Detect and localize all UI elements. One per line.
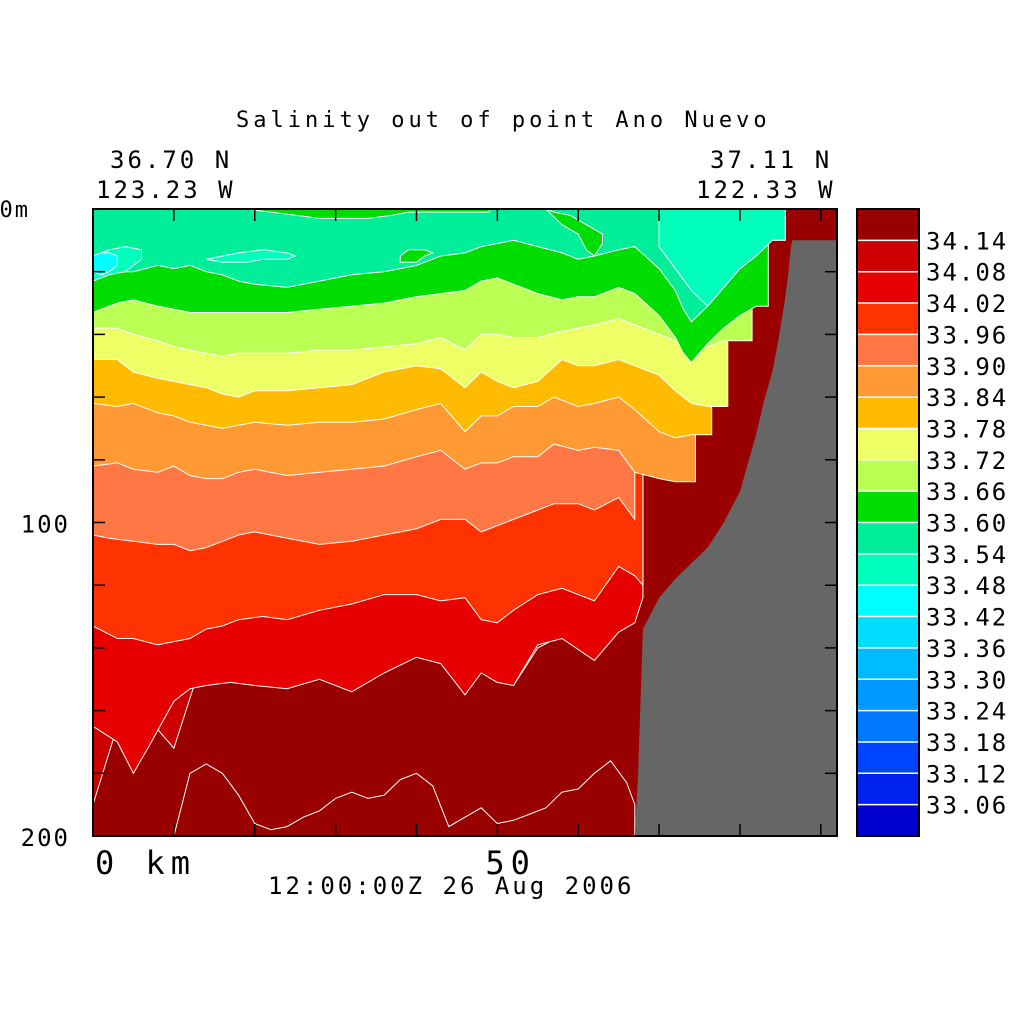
- salinity-patch-0: [206, 249, 297, 263]
- colorbar-label-6: 33.78: [926, 415, 1008, 443]
- colorbar-label-9: 33.60: [926, 510, 1008, 538]
- salinity-patch-5: [173, 760, 636, 837]
- colorbar-label-3: 33.96: [926, 321, 1008, 349]
- colorbar-swatch-11: [857, 553, 919, 586]
- colorbar-swatch-10: [857, 522, 919, 555]
- colorbar-label-10: 33.54: [926, 541, 1008, 569]
- x-tick-label-0: 0 km: [95, 844, 196, 882]
- timestamp-label: 12:00:00Z 26 Aug 2006: [268, 872, 635, 900]
- axis-ticks: [93, 209, 837, 836]
- colorbar-label-13: 33.36: [926, 635, 1008, 663]
- colorbar-swatch-7: [857, 428, 919, 461]
- chart-title: Salinity out of point Ano Nuevo: [236, 108, 771, 133]
- colorbar-label-18: 33.06: [926, 792, 1008, 820]
- colorbar-label-7: 33.72: [926, 447, 1008, 475]
- colorbar-swatch-5: [857, 365, 919, 398]
- end-longitude-label: 122.33 W: [696, 176, 836, 204]
- colorbar-label-1: 34.08: [926, 259, 1008, 287]
- colorbar-label-2: 34.02: [926, 290, 1008, 318]
- colorbar-swatch-8: [857, 459, 919, 492]
- x-tick-label-1: 50: [485, 844, 536, 882]
- colorbar-swatch-6: [857, 397, 919, 429]
- colorbar-swatch-19: [857, 804, 919, 837]
- colorbar-label-4: 33.90: [926, 353, 1008, 381]
- land-polygon: [634, 240, 837, 837]
- colorbar-label-16: 33.18: [926, 729, 1008, 757]
- colorbar-label-5: 33.84: [926, 384, 1008, 412]
- colorbar-swatch-13: [857, 616, 919, 649]
- colorbar-swatch-9: [857, 491, 919, 523]
- end-latitude-label: 37.11 N: [710, 146, 833, 174]
- colorbar: 34.14 34.08 34.02 33.96 33.90 33.84 33.78 33.72…: [856, 208, 1008, 837]
- colorbar-label-0: 34.14: [926, 227, 1008, 255]
- colorbar-swatch-4: [857, 334, 919, 367]
- salinity-band-11: [92, 252, 118, 276]
- colorbar-swatch-3: [857, 303, 919, 335]
- y-tick-label-1: 100: [21, 511, 70, 539]
- colorbar-label-14: 33.30: [926, 666, 1008, 694]
- colorbar-swatch-2: [857, 271, 919, 304]
- colorbar-label-15: 33.24: [926, 698, 1008, 726]
- colorbar-swatch-16: [857, 710, 919, 743]
- colorbar-frame: [856, 208, 920, 837]
- axis-labels: 0m 100 200 0 km 50: [0, 198, 536, 882]
- y-tick-label-2: 200: [21, 824, 70, 852]
- colorbar-swatch-17: [857, 741, 919, 774]
- colorbar-label-17: 33.12: [926, 760, 1008, 788]
- start-latitude-label: 36.70 N: [110, 146, 233, 174]
- colorbar-swatch-15: [857, 679, 919, 712]
- colorbar-swatch-12: [857, 585, 919, 618]
- colorbar-swatch-1: [857, 240, 919, 273]
- colorbar-label-11: 33.48: [926, 572, 1008, 600]
- salinity-patch-3: [399, 249, 435, 263]
- colorbar-label-12: 33.42: [926, 604, 1008, 632]
- colorbar-label-8: 33.66: [926, 478, 1008, 506]
- y-tick-label-0: 0m: [0, 198, 30, 223]
- salinity-field: [92, 208, 837, 837]
- start-longitude-label: 123.23 W: [96, 176, 236, 204]
- salinity-patch-4: [545, 208, 603, 257]
- colorbar-swatch-0: [857, 209, 919, 241]
- colorbar-swatch-14: [857, 647, 919, 680]
- colorbar-swatch-18: [857, 773, 919, 806]
- seafloor-land-mask: [634, 240, 837, 837]
